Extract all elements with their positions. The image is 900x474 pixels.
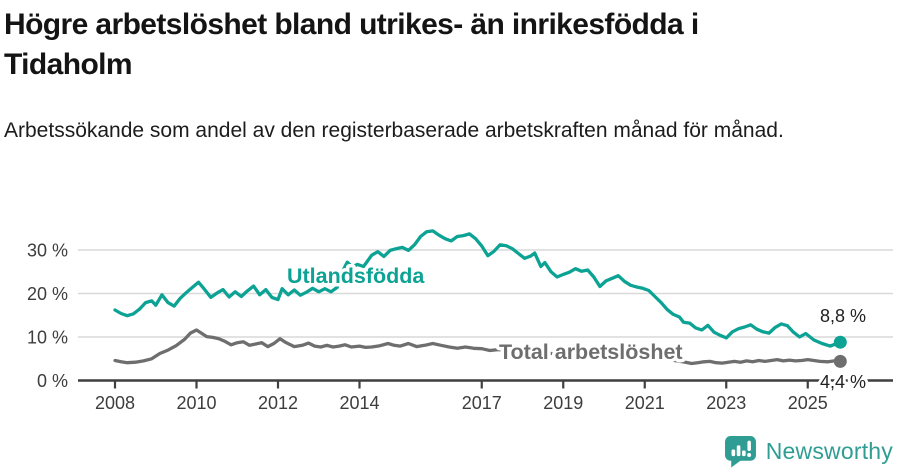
x-tick-label: 2025 xyxy=(788,393,828,413)
x-tick-label: 2021 xyxy=(625,393,665,413)
utlandsf-dda-label: Utlandsfödda xyxy=(287,264,425,288)
x-tick-label: 2012 xyxy=(258,393,298,413)
logo-bar-2 xyxy=(736,445,741,457)
logo-bar-3 xyxy=(741,450,746,457)
page-title: Högre arbetslöshet bland utrikes- än inr… xyxy=(4,8,699,81)
x-tick-label: 2023 xyxy=(706,393,746,413)
total-arbetsl-shet-line xyxy=(113,328,842,366)
x-tick-label: 2008 xyxy=(95,393,135,413)
utlandsf-dda-end-dot xyxy=(833,335,847,349)
newsworthy-logo-icon xyxy=(724,436,756,468)
total-arbetsl-shet-label: Total arbetslöshet xyxy=(499,340,683,364)
x-tick-label: 2017 xyxy=(462,393,502,413)
y-tick-label: 20 % xyxy=(27,284,68,304)
newsworthy-wordmark: Newsworthy xyxy=(765,438,893,464)
x-tick-label: 2014 xyxy=(339,393,379,413)
newsworthy-logo: Newsworthy xyxy=(724,435,893,468)
utlandsf-dda-end-label: 8,8 % xyxy=(820,306,866,326)
y-tick-label: 0 % xyxy=(37,371,68,391)
y-tick-label: 30 % xyxy=(27,241,68,261)
page-subtitle: Arbetssökande som andel av den registerb… xyxy=(4,119,784,142)
total-arbetsl-shet-end-label: 4,4 % xyxy=(820,372,866,392)
total-arbetsl-shet-end-dot xyxy=(833,354,847,368)
utlandsf-dda-line xyxy=(113,229,842,348)
y-tick-label: 10 % xyxy=(27,328,68,348)
x-tick-label: 2019 xyxy=(543,393,583,413)
x-tick-label: 2010 xyxy=(176,393,216,413)
logo-exclamation xyxy=(747,440,751,451)
logo-bar-1 xyxy=(731,449,735,457)
